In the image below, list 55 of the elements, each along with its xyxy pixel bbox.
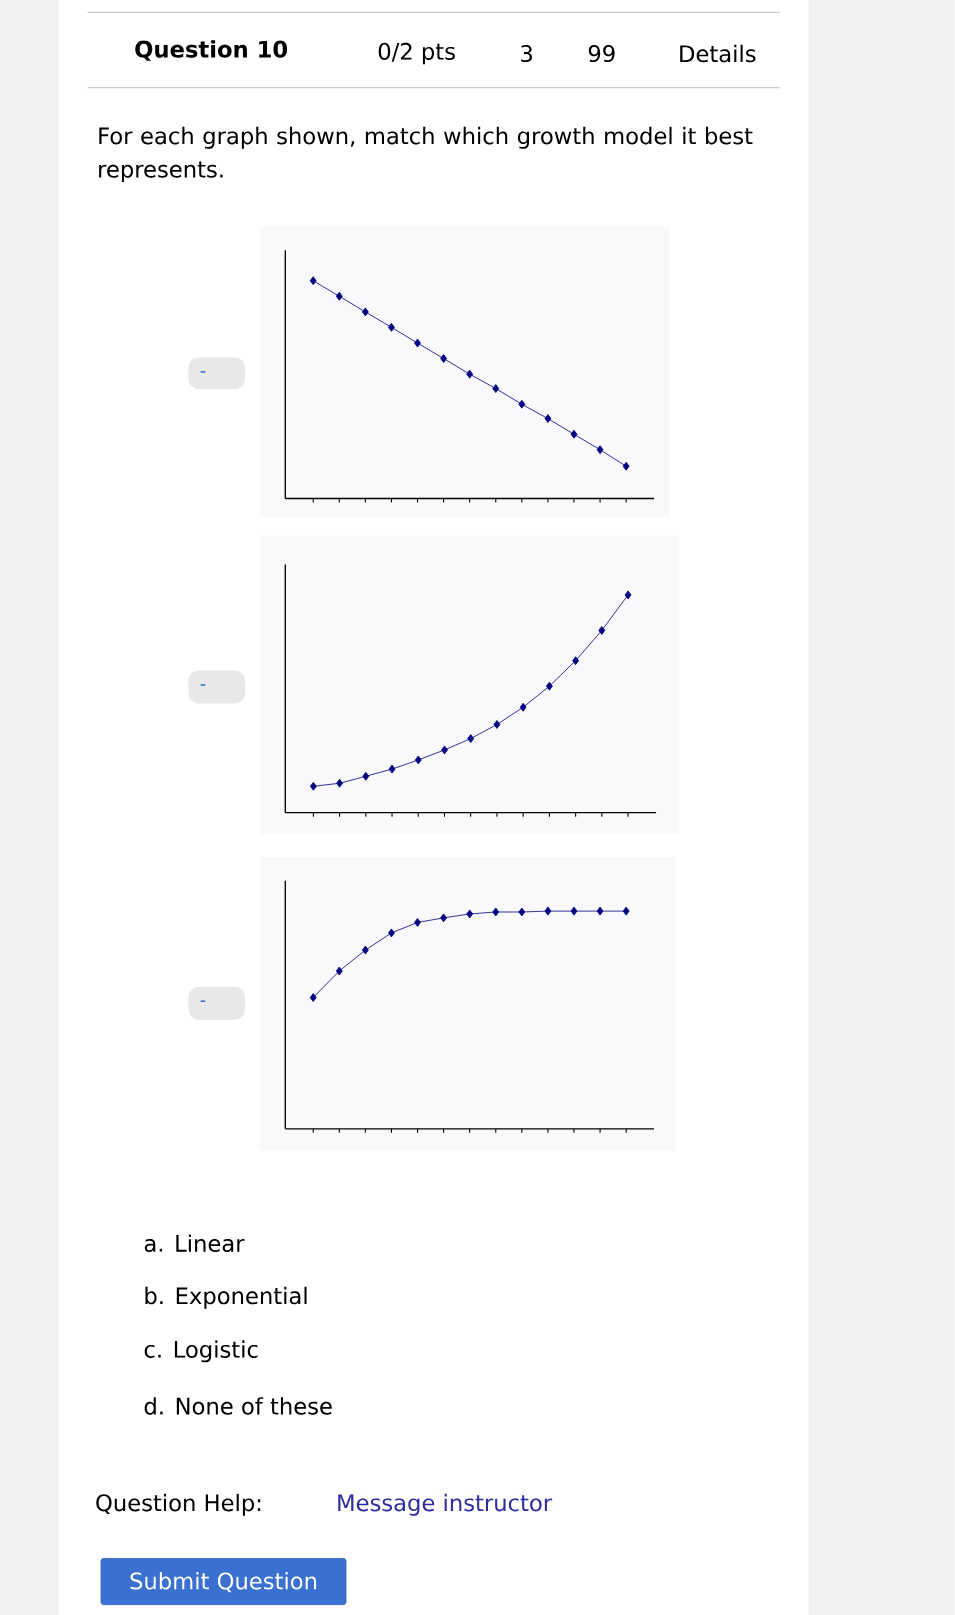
point: [309, 276, 317, 286]
text: 99: [588, 44, 615, 63]
point: [493, 720, 501, 729]
point: [362, 945, 369, 955]
point: [596, 906, 604, 916]
point: [622, 906, 630, 916]
point: [624, 590, 632, 600]
point: [336, 966, 343, 976]
point: [492, 907, 500, 917]
text: -: [200, 1000, 206, 1002]
text: 0/2 pts: [378, 42, 455, 65]
point: [388, 764, 396, 774]
point: [466, 909, 474, 919]
text: -: [200, 371, 206, 373]
text: Question 10: [135, 40, 288, 61]
point: [519, 702, 527, 712]
point: [518, 399, 526, 409]
point: [414, 918, 422, 927]
point: [440, 913, 448, 923]
text: b. Exponential: [145, 1286, 307, 1309]
point: [544, 414, 552, 423]
text: 3: [521, 44, 533, 63]
point: [362, 307, 369, 317]
point: [546, 681, 553, 691]
text: Message instructor: [338, 1493, 553, 1516]
point: [570, 429, 578, 439]
point: [414, 755, 422, 765]
point: [598, 626, 606, 635]
point: [310, 781, 317, 791]
text: Details: [680, 44, 756, 63]
text: Question Help:: [96, 1493, 261, 1516]
point: [467, 734, 475, 744]
point: [466, 369, 474, 379]
point: [622, 461, 630, 471]
point: [414, 338, 422, 348]
text: For each graph shown, match which growth model it best represents.: [99, 126, 753, 183]
point: [440, 354, 448, 363]
text: -: [200, 684, 206, 686]
text: c. Logistic: [144, 1340, 258, 1363]
point: [362, 771, 370, 781]
point: [309, 993, 317, 1002]
point: [570, 906, 578, 916]
point: [492, 384, 500, 393]
point: [388, 322, 395, 332]
text: Submit Question: [130, 1571, 317, 1593]
text: a. Linear: [144, 1234, 245, 1252]
point: [572, 656, 580, 666]
point: [596, 445, 604, 455]
point: [336, 291, 343, 301]
point: [441, 745, 448, 755]
point: [544, 906, 552, 916]
point: [336, 778, 344, 788]
point: [518, 907, 526, 917]
text: d. None of these: [144, 1397, 332, 1415]
point: [388, 928, 395, 938]
